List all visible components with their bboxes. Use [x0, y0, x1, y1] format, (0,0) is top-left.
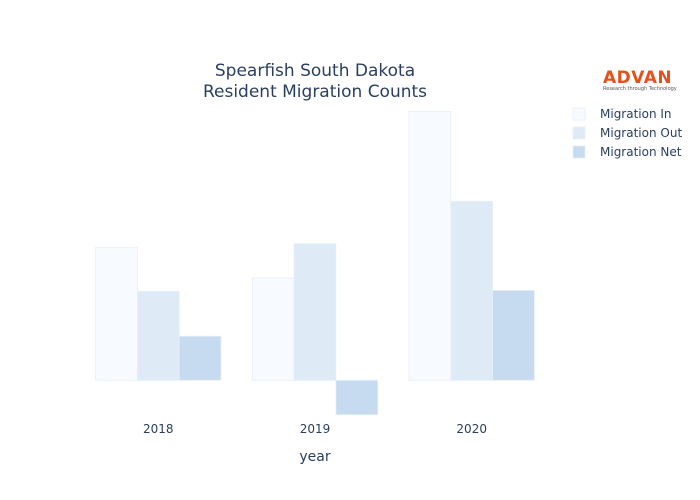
- legend-label-migration-out: Migration Out: [600, 126, 682, 140]
- bar-migration-net-2018[interactable]: [178, 335, 222, 381]
- advan-logo-tagline: Research through Technology: [603, 86, 677, 92]
- legend-item-migration-in[interactable]: Migration In: [572, 107, 672, 121]
- chart-title: Spearfish South Dakota Resident Migratio…: [203, 61, 427, 102]
- x-tick-labels: 2018 2019 2020: [143, 422, 487, 436]
- bar-migration-out-2018[interactable]: [136, 290, 180, 381]
- legend-label-migration-net: Migration Net: [600, 145, 682, 159]
- bar-migration-net-2020[interactable]: [492, 289, 535, 381]
- bar-migration-out-2020[interactable]: [450, 200, 493, 381]
- bar-migration-in-2020[interactable]: [408, 111, 452, 381]
- x-axis-title: year: [299, 449, 330, 465]
- chart-title-line-2: Resident Migration Counts: [203, 82, 427, 102]
- advan-logo-wordmark: ADVAN: [603, 68, 672, 88]
- legend-item-migration-out[interactable]: Migration Out: [572, 126, 682, 140]
- bar-migration-in-2018[interactable]: [95, 246, 138, 381]
- bar-migration-out-2019[interactable]: [293, 243, 337, 381]
- legend-swatch-migration-in: [572, 107, 586, 121]
- x-tick-label-2018: 2018: [143, 422, 174, 436]
- legend-swatch-migration-net: [572, 145, 586, 159]
- chart-title-line-1: Spearfish South Dakota: [215, 61, 415, 81]
- bar-migration-net-2019[interactable]: [335, 379, 379, 416]
- advan-logo: ADVAN Research through Technology: [603, 68, 677, 92]
- legend-swatch-migration-out: [572, 126, 586, 140]
- legend-item-migration-net[interactable]: Migration Net: [572, 145, 682, 159]
- legend-label-migration-in: Migration In: [600, 107, 672, 121]
- x-tick-label-2020: 2020: [456, 422, 487, 436]
- bars-layer: [95, 111, 535, 416]
- legend[interactable]: Migration In Migration Out Migration Net: [572, 107, 682, 159]
- x-tick-label-2019: 2019: [300, 422, 331, 436]
- bar-migration-in-2019[interactable]: [251, 277, 295, 381]
